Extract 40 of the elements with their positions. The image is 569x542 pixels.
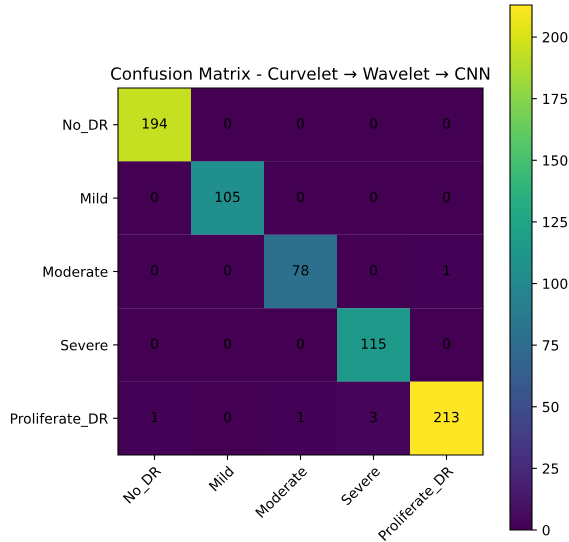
color-bar-label: 50 — [542, 402, 558, 412]
data-label: 0 — [442, 118, 450, 129]
data-label: 0 — [442, 338, 450, 349]
color-bar-label: 200 — [542, 32, 568, 43]
data-label: 115 — [362, 338, 386, 349]
data-label: 0 — [224, 412, 231, 422]
data-label: 0 — [296, 118, 304, 129]
color-bar-label: 75 — [542, 340, 558, 351]
y-tick-label: No_DR — [63, 120, 108, 134]
data-label: 194 — [142, 118, 167, 129]
data-label: 0 — [150, 338, 158, 349]
data-label: 0 — [370, 265, 377, 276]
data-label: 0 — [150, 265, 158, 276]
data-label: 0 — [224, 338, 231, 349]
data-label: 0 — [296, 338, 304, 349]
data-label: 105 — [216, 192, 240, 202]
data-label: 0 — [370, 192, 377, 202]
color-bar-label: 100 — [543, 278, 568, 289]
data-label: 0 — [442, 192, 450, 202]
y-tick-label: Mild — [81, 192, 108, 204]
data-label: 3 — [370, 412, 377, 422]
data-label: 0 — [370, 118, 377, 129]
color-bar-label: 25 — [542, 463, 558, 474]
y-tick-label: Severe — [61, 340, 108, 350]
data-label: 1 — [298, 412, 304, 422]
y-tick-label: Moderate — [44, 266, 108, 277]
y-tick-label: Proliferate_DR — [10, 413, 108, 427]
color-bar-label: 175 — [543, 94, 568, 104]
color-bar-label: 150 — [543, 155, 568, 166]
chart-title: Confusion Matrix - Curvelet → Wavelet → CNN — [111, 67, 490, 80]
data-label: 0 — [224, 265, 231, 276]
color-bar-label: 125 — [543, 216, 568, 228]
data-label: 0 — [224, 118, 231, 129]
color-bar-label: 0 — [542, 524, 550, 536]
data-label: 1 — [152, 412, 158, 422]
data-label: 1 — [444, 265, 450, 276]
data-label: 78 — [292, 265, 308, 276]
data-label: 213 — [434, 412, 459, 422]
data-label: 0 — [296, 192, 304, 202]
data-label: 0 — [150, 192, 158, 202]
